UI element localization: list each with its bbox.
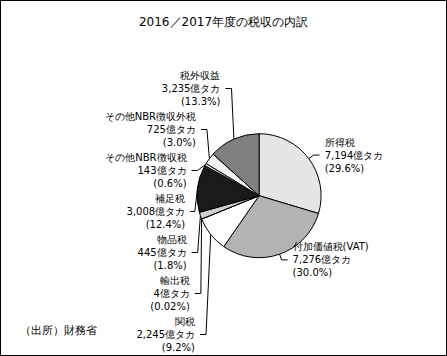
- svg-text:725億タカ: 725億タカ: [147, 124, 196, 135]
- svg-text:2016／2017年度の税収の内訳: 2016／2017年度の税収の内訳: [139, 15, 308, 29]
- svg-text:その他NBR徴収税: その他NBR徴収税: [105, 152, 186, 163]
- svg-text:7,276億タカ: 7,276億タカ: [293, 254, 352, 265]
- svg-text:(1.8%): (1.8%): [153, 260, 186, 271]
- svg-text:7,194億タカ: 7,194億タカ: [325, 150, 384, 161]
- svg-text:(0.6%): (0.6%): [153, 178, 186, 189]
- svg-text:445億タカ: 445億タカ: [138, 247, 187, 258]
- svg-text:3,008億タカ: 3,008億タカ: [127, 206, 186, 217]
- svg-text:143億タカ: 143億タカ: [137, 165, 186, 176]
- svg-text:所得税: 所得税: [325, 137, 355, 148]
- svg-text:(12.4%): (12.4%): [146, 219, 186, 230]
- svg-text:(13.3%): (13.3%): [181, 96, 221, 107]
- svg-text:（出所）財務省: （出所）財務省: [20, 324, 97, 337]
- svg-text:補足税: 補足税: [155, 193, 185, 204]
- svg-text:輸出税: 輸出税: [160, 275, 190, 286]
- svg-text:2,245億タカ: 2,245億タカ: [136, 329, 195, 340]
- svg-text:(29.6%): (29.6%): [325, 163, 365, 174]
- svg-text:関税: 関税: [175, 316, 195, 327]
- svg-text:4億タカ: 4億タカ: [153, 288, 189, 299]
- svg-text:税外収益: 税外収益: [180, 70, 220, 81]
- svg-text:(30.0%): (30.0%): [293, 267, 333, 278]
- svg-text:物品税: 物品税: [157, 234, 187, 245]
- svg-text:その他NBR徴収外税: その他NBR徴収外税: [105, 111, 196, 122]
- svg-text:付加価値税(VAT): 付加価値税(VAT): [293, 241, 369, 252]
- svg-text:(9.2%): (9.2%): [162, 342, 195, 353]
- svg-text:3,235億タカ: 3,235億タカ: [162, 83, 221, 94]
- svg-text:(0.02%): (0.02%): [150, 301, 190, 312]
- svg-text:(3.0%): (3.0%): [163, 137, 196, 148]
